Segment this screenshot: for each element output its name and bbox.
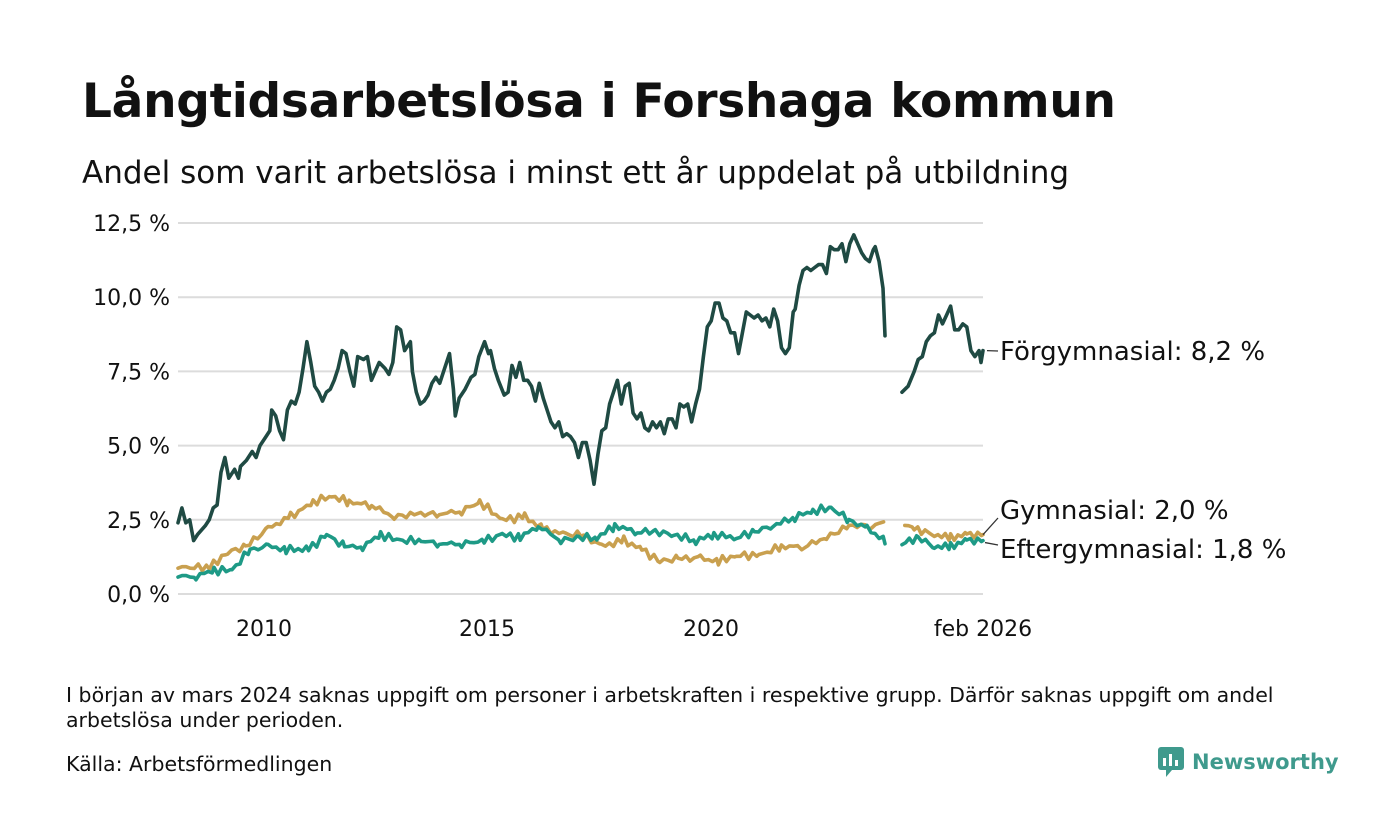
series-end-label: Eftergymnasial: 1,8 % bbox=[1000, 535, 1286, 565]
y-tick-label: 0,0 % bbox=[107, 583, 170, 608]
source-text: Källa: Arbetsförmedlingen bbox=[66, 752, 333, 776]
label-leader-line bbox=[984, 541, 999, 546]
x-tick-label: feb 2026 bbox=[934, 617, 1032, 642]
y-tick-label: 7,5 % bbox=[107, 360, 170, 385]
logo-text: Newsworthy bbox=[1192, 750, 1339, 774]
label-leader-line bbox=[982, 517, 999, 536]
y-tick-label: 5,0 % bbox=[107, 435, 170, 460]
page-title: Långtidsarbetslösa i Forshaga kommun bbox=[82, 74, 1116, 129]
series-line-gymnasial-recent bbox=[903, 523, 985, 543]
series-lines bbox=[176, 233, 985, 582]
series-line-eftergymnasial bbox=[176, 503, 887, 582]
newsworthy-logo[interactable]: Newsworthy bbox=[1158, 747, 1339, 777]
x-axis-tick-labels: 2010 2015 2020 feb 2026 bbox=[236, 617, 1032, 642]
series-line-förgymnasial bbox=[176, 233, 887, 543]
chart-subtitle: Andel som varit arbetslösa i minst ett å… bbox=[82, 155, 1070, 191]
x-tick-label: 2020 bbox=[683, 617, 739, 642]
y-tick-label: 12,5 % bbox=[93, 212, 170, 237]
series-line-förgymnasial-recent bbox=[900, 304, 985, 394]
newsworthy-logo-icon bbox=[1158, 747, 1184, 777]
series-line-gymnasial bbox=[176, 493, 886, 573]
y-tick-label: 10,0 % bbox=[93, 286, 170, 311]
y-tick-label: 2,5 % bbox=[107, 509, 170, 534]
series-end-labels: Förgymnasial: 8,2 % Gymnasial: 2,0 % Efter… bbox=[982, 337, 1286, 565]
footnote: I början av mars 2024 saknas uppgift om … bbox=[66, 683, 1274, 732]
series-end-label: Förgymnasial: 8,2 % bbox=[1000, 337, 1265, 367]
y-axis-tick-labels: 0,0 % 2,5 % 5,0 % 7,5 % 10,0 % 12,5 % bbox=[93, 212, 170, 608]
line-chart: 0,0 %2,5 %5,0 %7,5 %10,0 %12,5 % 2010 201… bbox=[93, 212, 1286, 642]
x-tick-label: 2015 bbox=[459, 617, 515, 642]
series-line-eftergymnasial-recent bbox=[900, 534, 985, 552]
x-tick-label: 2010 bbox=[236, 617, 292, 642]
series-end-label: Gymnasial: 2,0 % bbox=[1000, 496, 1229, 526]
